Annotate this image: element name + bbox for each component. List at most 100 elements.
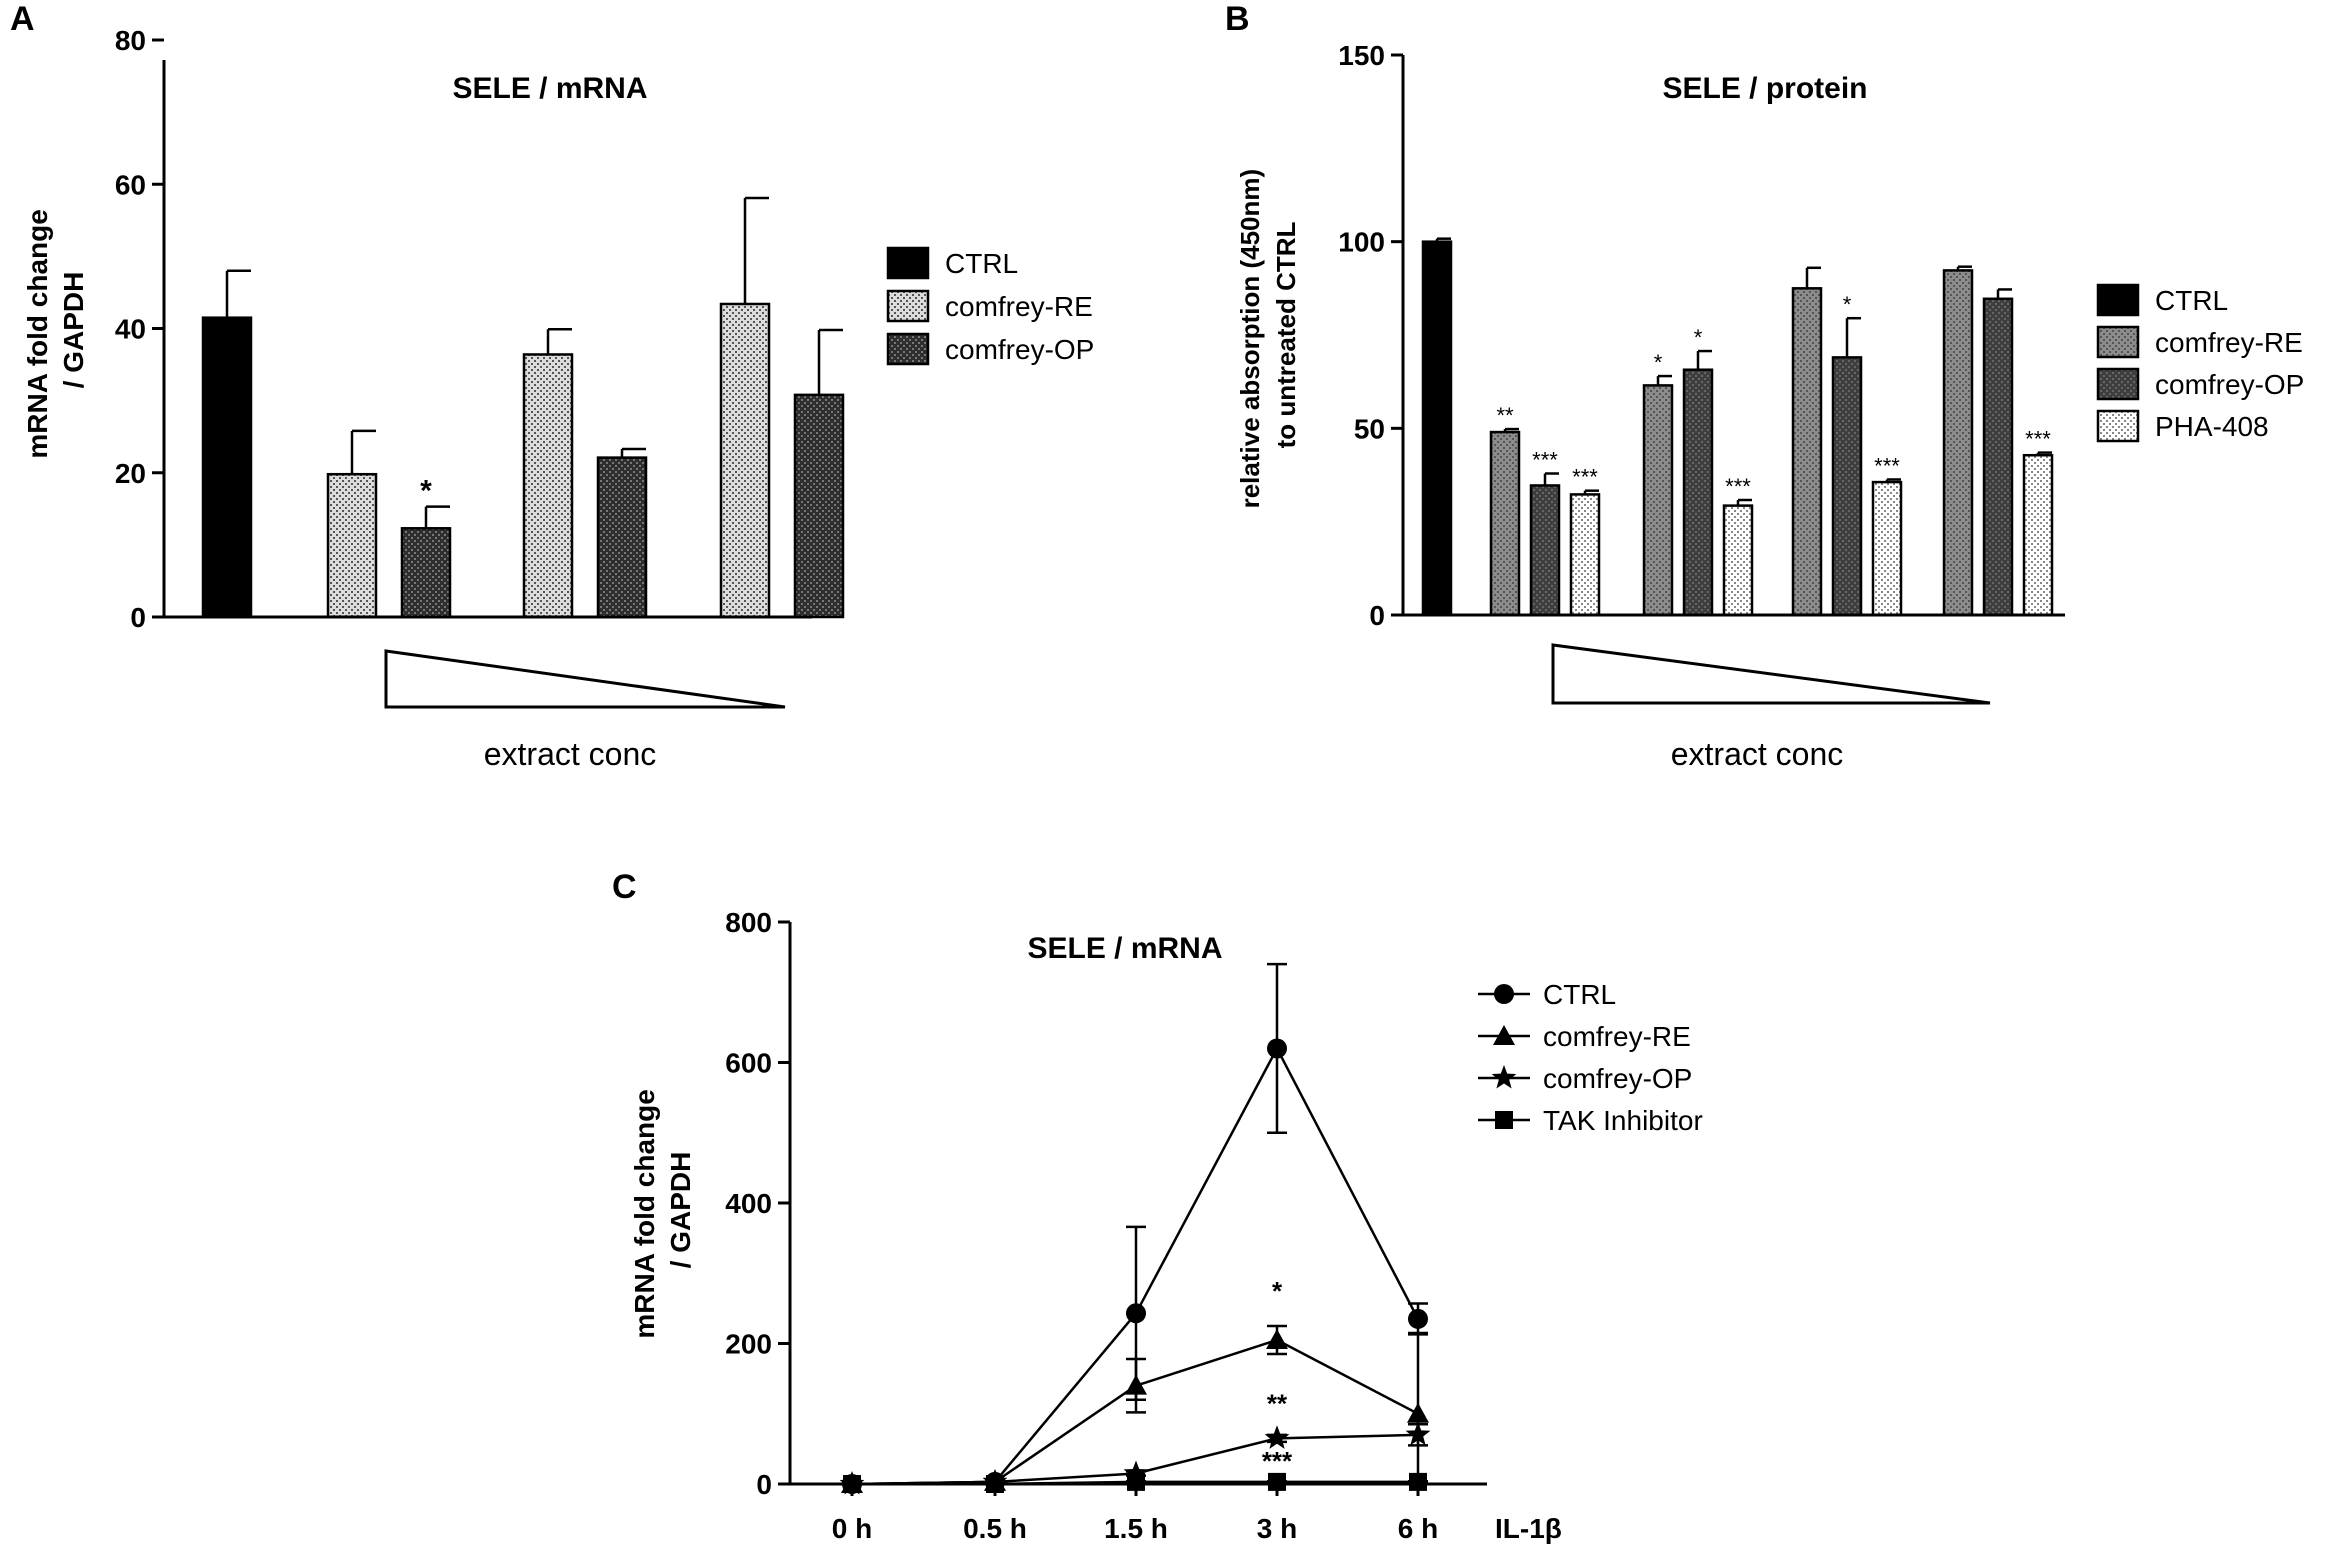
significance-label: ***	[1532, 448, 1558, 473]
legend-swatch	[2096, 283, 2140, 317]
legend-label: comfrey-RE	[945, 291, 1093, 322]
data-point	[1408, 1308, 1428, 1329]
legend-swatch	[2096, 367, 2140, 401]
panel-b-legend: CTRL comfrey-RE comfrey-OP PHA-408	[2096, 283, 2304, 443]
panel-b-label: B	[1225, 0, 1250, 38]
panel-b-ylabel: relative absorption (450nm) to untreated…	[1235, 162, 1301, 509]
significance-label: **	[1267, 1388, 1288, 1418]
x-tick-label: 0.5 h	[963, 1513, 1027, 1544]
legend-label: CTRL	[2155, 285, 2228, 316]
legend-label: TAK Inhibitor	[1543, 1105, 1703, 1136]
significance-label: **	[1496, 403, 1514, 428]
legend-label: CTRL	[945, 248, 1018, 279]
panel-b: B SELE / protein relative absorption (45…	[1225, 0, 2304, 772]
legend-swatch	[2096, 325, 2140, 359]
significance-label: *	[1694, 325, 1703, 350]
panel-c-y-axis: 0 200 400 600 800	[725, 907, 790, 1500]
bar	[1421, 240, 1453, 617]
panel-b-ylabel-line2: to untreated CTRL	[1271, 222, 1301, 449]
panel-b-xlabel: extract conc	[1671, 736, 1844, 772]
panel-c-ylabel-line1: mRNA fold change	[629, 1089, 660, 1338]
x-tick-label: 6 h	[1398, 1513, 1438, 1544]
legend-swatch	[886, 332, 930, 366]
panel-a-ylabel: mRNA fold change / GAPDH	[22, 201, 89, 458]
bar	[1682, 368, 1714, 617]
legend-marker	[1491, 1065, 1517, 1089]
bar	[1569, 493, 1601, 617]
legend-label: comfrey-OP	[1543, 1063, 1692, 1094]
bar	[400, 527, 452, 619]
data-point	[1267, 1038, 1287, 1059]
panel-c-title: SELE / mRNA	[1027, 932, 1222, 965]
panel-a-xlabel: extract conc	[484, 736, 657, 772]
legend-marker	[1493, 1025, 1515, 1045]
significance-label: ***	[1874, 453, 1900, 478]
data-point	[1264, 1425, 1290, 1449]
panel-a: A SELE / mRNA mRNA fold change / GAPDH 0…	[10, 0, 1094, 772]
bar	[1529, 484, 1561, 617]
panel-a-ylabel-line2: / GAPDH	[58, 272, 89, 389]
bar	[793, 393, 845, 619]
legend-marker	[1495, 1111, 1513, 1129]
significance-label: *	[1654, 350, 1663, 375]
panel-c-x-axis: 0 h 0.5 h 1.5 h 3 h 6 h	[832, 1484, 1438, 1544]
x-tick-label: 3 h	[1257, 1513, 1297, 1544]
significance-label: ***	[1725, 474, 1751, 499]
legend-label: CTRL	[1543, 979, 1616, 1010]
panel-a-legend: CTRL comfrey-RE comfrey-OP	[886, 246, 1094, 366]
significance-label: *	[1272, 1276, 1283, 1306]
panel-a-ylabel-line1: mRNA fold change	[22, 209, 53, 458]
y-tick-label: 800	[725, 907, 772, 938]
y-tick-label: 80	[115, 25, 146, 56]
legend-label: comfrey-OP	[945, 334, 1094, 365]
y-tick-label: 0	[130, 602, 146, 633]
data-point	[1266, 1328, 1288, 1349]
x-tick-label: 0 h	[832, 1513, 872, 1544]
bar	[1942, 269, 1974, 617]
panel-a-label: A	[10, 0, 35, 38]
y-tick-label: 100	[1338, 227, 1385, 258]
bar	[1642, 384, 1674, 617]
legend-label: comfrey-OP	[2155, 369, 2304, 400]
bar	[1722, 504, 1754, 617]
data-point	[1126, 1303, 1146, 1324]
y-tick-label: 20	[115, 458, 146, 489]
significance-label: ***	[2025, 427, 2051, 452]
bar	[1831, 356, 1863, 617]
panel-a-y-axis: 0 20 40 60 80	[115, 25, 164, 633]
panel-a-bars: *	[201, 196, 845, 619]
bar	[2022, 453, 2054, 617]
bar	[1982, 297, 2014, 617]
legend-swatch	[886, 246, 930, 280]
bar	[522, 353, 574, 619]
panel-c-legend: CTRL comfrey-RE comfrey-OP TAK Inhibitor	[1478, 979, 1703, 1136]
significance-label: *	[420, 475, 432, 508]
data-point	[1268, 1472, 1286, 1491]
bar	[719, 302, 771, 619]
bar	[201, 316, 253, 619]
data-point	[1407, 1402, 1429, 1423]
y-tick-label: 400	[725, 1188, 772, 1219]
panel-a-title: SELE / mRNA	[452, 72, 647, 105]
significance-label: *	[1843, 292, 1852, 317]
y-tick-label: 600	[725, 1048, 772, 1079]
panel-c: C SELE / mRNA mRNA fold change / GAPDH 0…	[612, 868, 1703, 1544]
panel-c-ylabel-line2: / GAPDH	[665, 1152, 696, 1269]
panel-b-y-axis: 0 50 100 150	[1338, 40, 1403, 631]
data-point	[1123, 1460, 1149, 1484]
legend-label: comfrey-RE	[2155, 327, 2303, 358]
panel-c-ylabel: mRNA fold change / GAPDH	[629, 1081, 696, 1338]
y-tick-label: 60	[115, 169, 146, 200]
panel-b-bars: ********************	[1421, 237, 2054, 617]
panel-c-xlabel: IL-1β	[1495, 1513, 1562, 1544]
legend-swatch	[2096, 409, 2140, 443]
bar	[1489, 430, 1521, 617]
significance-label: ***	[1262, 1446, 1293, 1476]
bar	[326, 472, 378, 619]
y-tick-label: 50	[1354, 413, 1385, 444]
panel-c-label: C	[612, 868, 637, 906]
x-tick-label: 1.5 h	[1104, 1513, 1168, 1544]
panel-a-concentration-wedge	[384, 649, 786, 709]
legend-marker	[1494, 984, 1514, 1004]
